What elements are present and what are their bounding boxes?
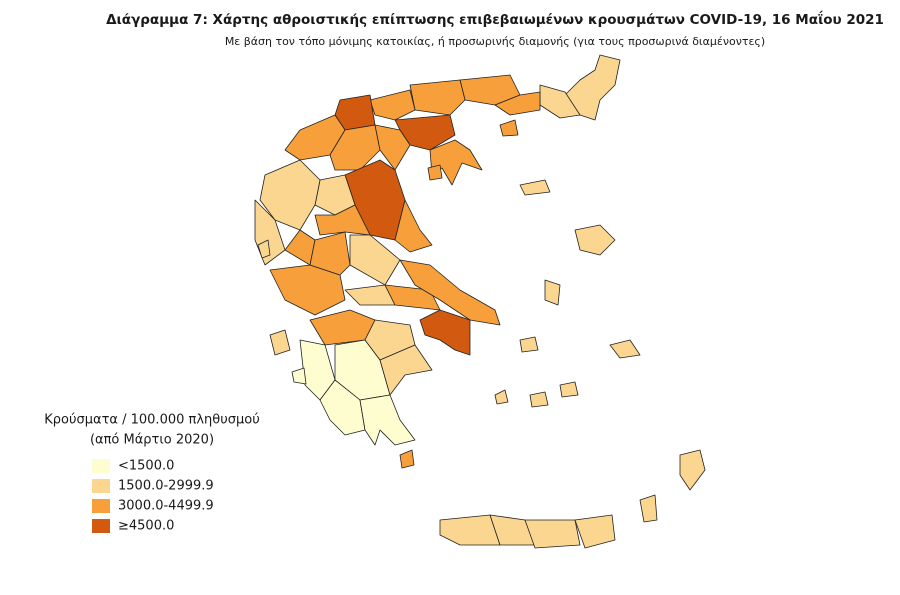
region xyxy=(574,514,616,549)
legend-label: 3000.0-4499.9 xyxy=(118,499,214,514)
region xyxy=(409,79,466,116)
region xyxy=(374,124,411,171)
legend-label: 1500.0-2999.9 xyxy=(118,479,214,494)
region xyxy=(309,231,351,276)
region xyxy=(639,494,658,523)
regions xyxy=(254,54,706,549)
region xyxy=(574,224,616,256)
region xyxy=(399,259,501,326)
region xyxy=(257,239,271,259)
region xyxy=(349,234,401,286)
region xyxy=(269,329,291,356)
region xyxy=(439,514,501,546)
legend-title: (από Μάρτιο 2020) xyxy=(90,433,214,448)
region xyxy=(259,159,321,231)
region xyxy=(524,519,581,549)
region xyxy=(609,339,641,359)
map-title: Διάγραμμα 7: Χάρτης αθροιστικής επίπτωση… xyxy=(106,10,884,28)
region xyxy=(394,199,433,253)
legend-label: ≥4500.0 xyxy=(118,519,174,534)
region xyxy=(519,179,551,196)
legend-swatch xyxy=(92,479,110,493)
region xyxy=(519,336,539,353)
legend-swatch xyxy=(92,499,110,513)
region xyxy=(284,229,316,266)
region xyxy=(427,164,443,181)
legend-label: <1500.0 xyxy=(118,459,174,474)
region xyxy=(494,91,541,116)
region xyxy=(494,389,509,405)
legend-swatch xyxy=(92,459,110,473)
region xyxy=(679,449,706,491)
region xyxy=(544,279,561,306)
region xyxy=(369,89,416,121)
region xyxy=(529,391,549,408)
region xyxy=(499,119,519,137)
region xyxy=(559,381,579,398)
region xyxy=(359,394,416,446)
legend-swatch xyxy=(92,519,110,533)
region xyxy=(379,344,433,396)
region xyxy=(399,449,415,469)
legend-title: Κρούσματα / 100.000 πληθυσμού xyxy=(44,413,259,428)
region xyxy=(419,309,471,356)
region xyxy=(564,54,621,121)
legend: Κρούσματα / 100.000 πληθυσμού (από Μάρτι… xyxy=(44,413,259,534)
region xyxy=(291,367,307,385)
map-subtitle: Με βάση τον τόπο μόνιμης κατοικίας, ή πρ… xyxy=(225,35,765,48)
